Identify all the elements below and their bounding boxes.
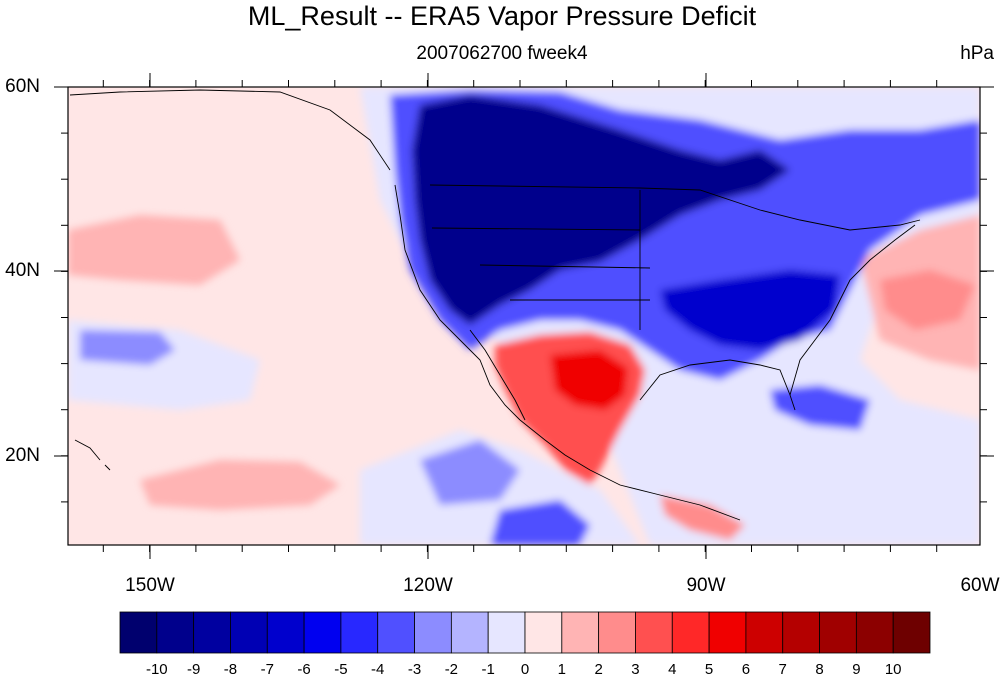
- field-red-central-america: [660, 495, 745, 540]
- colorbar-label: 8: [815, 661, 824, 678]
- colorbar-label: 7: [778, 661, 787, 678]
- lat-label-40n: 40N: [5, 260, 40, 281]
- coastlines: [69, 89, 921, 521]
- colorbar-label: -6: [297, 661, 311, 678]
- colorbar-label: -1: [481, 661, 495, 678]
- colorbar-swatch: [855, 611, 894, 654]
- lon-label-60w: 60W: [960, 575, 1000, 596]
- field-strong-red-core: [550, 350, 628, 410]
- colorbar-label: -2: [444, 661, 459, 678]
- field-red-east-atlantic: [880, 270, 975, 330]
- map-field: [68, 87, 980, 545]
- colorbar-swatch: [156, 611, 195, 654]
- colorbar-swatch: [524, 611, 563, 654]
- colorbar-swatch: [819, 611, 857, 654]
- colorbar-swatch: [561, 611, 600, 654]
- colorbar: [119, 611, 931, 654]
- colorbar-label: 0: [520, 661, 530, 678]
- colorbar-swatch: [782, 611, 820, 654]
- colorbar-swatch: [892, 611, 931, 654]
- colorbar-label: -4: [371, 661, 385, 678]
- colorbar-label: -8: [223, 661, 238, 678]
- field-dark-blue-core: [412, 95, 790, 325]
- colorbar-swatch: [119, 611, 158, 654]
- colorbar-label: 5: [704, 661, 714, 678]
- lon-label-120w: 120W: [403, 575, 453, 596]
- map-frame: [67, 86, 981, 546]
- colorbar-swatch: [450, 611, 489, 654]
- colorbar-swatch: [266, 611, 305, 654]
- units-label: hPa: [960, 43, 994, 64]
- lat-label-20n: 20N: [5, 445, 40, 466]
- lon-label-150w: 150W: [125, 575, 175, 596]
- field-light-red-sw: [140, 460, 340, 510]
- field-dark-blue-east: [660, 270, 840, 350]
- colorbar-label: 1: [557, 661, 566, 678]
- map-subtitle: 2007062700 fweek4: [416, 43, 588, 64]
- lat-label-60n: 60N: [5, 76, 40, 97]
- colorbar-label: 4: [668, 661, 677, 678]
- colorbar-swatch: [377, 611, 415, 654]
- field-mid-blue-gulf: [770, 385, 870, 430]
- colorbar-swatch: [340, 611, 379, 654]
- colorbar-label: 6: [741, 661, 751, 678]
- colorbar-swatch: [487, 611, 526, 654]
- colorbar-label: 10: [884, 661, 902, 678]
- field-mid-blue-pacific: [80, 330, 175, 365]
- field-mid-blue-south: [490, 500, 590, 545]
- colorbar-label: -5: [334, 661, 348, 678]
- colorbar-swatch: [635, 611, 673, 654]
- lon-label-90w: 90W: [686, 575, 726, 596]
- colorbar-label: -7: [260, 661, 274, 678]
- colorbar-swatch: [745, 611, 784, 654]
- map-title: ML_Result -- ERA5 Vapor Pressure Deficit: [247, 1, 757, 31]
- colorbar-label: 3: [631, 661, 640, 678]
- colorbar-label: 9: [852, 661, 861, 678]
- colorbar-label: -3: [407, 661, 422, 678]
- colorbar-label: -10: [145, 661, 168, 678]
- colorbar-swatch: [708, 611, 747, 654]
- colorbar-swatch: [230, 611, 268, 654]
- colorbar-swatch: [414, 611, 452, 654]
- colorbar-swatch: [671, 611, 710, 654]
- colorbar-label: 2: [594, 661, 603, 678]
- colorbar-swatch: [598, 611, 636, 654]
- map-ticks: [54, 73, 994, 559]
- colorbar-swatch: [303, 611, 342, 654]
- colorbar-swatch: [193, 611, 231, 654]
- colorbar-label: -9: [186, 661, 201, 678]
- field-mid-blue-mexico: [420, 440, 520, 505]
- field-light-red-west: [68, 215, 240, 285]
